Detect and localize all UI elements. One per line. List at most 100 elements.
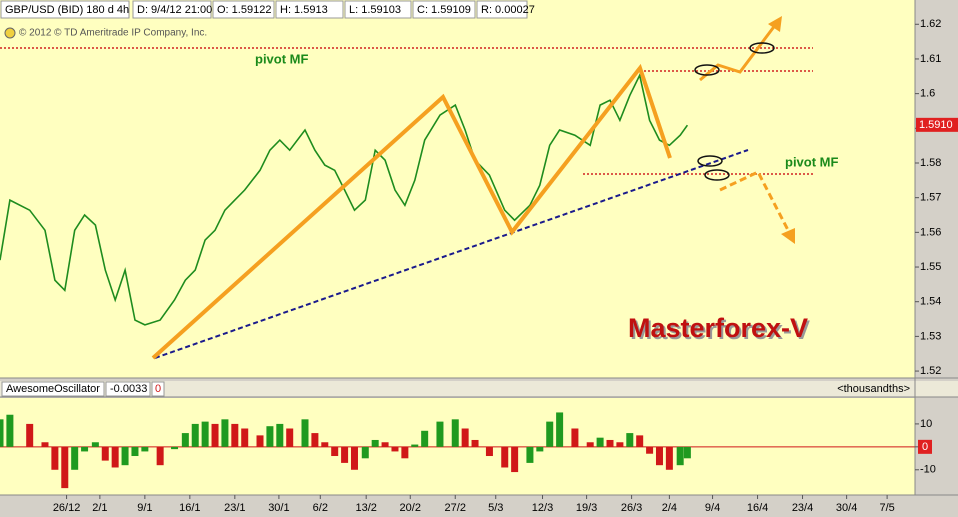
oscillator-bar (501, 446, 509, 468)
x-tick-label: 2/4 (662, 502, 677, 514)
y-tick-label: 1.54 (920, 296, 941, 308)
indicator-level: 0 (155, 383, 161, 395)
oscillator-bar (616, 442, 624, 447)
x-tick-label: 12/3 (532, 502, 553, 514)
y-tick-label: 0 (922, 441, 928, 453)
price-line (0, 72, 689, 326)
y-tick-label: -10 (920, 464, 936, 476)
ellipse (694, 64, 720, 76)
oscillator-bar (41, 442, 49, 447)
price-layer (0, 72, 689, 326)
oscillator-bar (546, 421, 554, 447)
oscillator-bar (101, 446, 109, 461)
oscillator-bar (341, 446, 349, 463)
x-tick-label: 16/1 (179, 502, 200, 514)
indicator-title: AwesomeOscillator (6, 383, 100, 395)
x-tick-label: 2/1 (92, 502, 107, 514)
oscillator-bar (401, 446, 409, 459)
y-tick-label: 1.58 (920, 157, 941, 169)
x-tick-label: 30/1 (268, 502, 289, 514)
oscillator-bar (0, 419, 4, 447)
indicator-readout: -0.0033 (110, 383, 147, 395)
oscillator-bar (350, 446, 358, 470)
oscillator-bar (655, 446, 663, 466)
oscillator-bar (121, 446, 129, 466)
oscillator-bar (646, 446, 654, 454)
wave-line (151, 63, 672, 360)
oscillator-bar (171, 446, 179, 450)
oscillator-bar (231, 423, 239, 447)
readout: R: 0.00027 (481, 4, 535, 16)
readout: O: 1.59122 (217, 4, 271, 16)
y-tick-label: 10 (920, 418, 932, 430)
x-tick-label: 26/3 (621, 502, 642, 514)
oscillator-bar (301, 419, 309, 447)
oscillator-bar (485, 446, 493, 457)
oscillator-bar (421, 430, 429, 447)
oscillator-bar (526, 446, 534, 463)
info-strip: GBP/USD (BID) 180 d 4h D: 9/4/12 21:00 O: … (0, 0, 535, 19)
oscillator-bar (683, 446, 691, 459)
oscillator-bar (606, 439, 614, 447)
x-tick-label: 9/1 (137, 502, 152, 514)
x-tick-label: 26/12 (53, 502, 81, 514)
oscillator-bar (181, 433, 189, 447)
x-tick-label: 23/1 (224, 502, 245, 514)
ellipse (697, 155, 723, 167)
oscillator-bar (81, 446, 89, 452)
forecast-up (699, 23, 778, 82)
y-tick-label: 1.55 (920, 261, 941, 273)
readout: D: 9/4/12 21:00 (137, 4, 212, 16)
oscillator-bar (266, 426, 274, 447)
readout-box (105, 381, 151, 397)
readout: H: 1.5913 (280, 4, 328, 16)
y-tick-label: 1.6 (920, 88, 935, 100)
annotation: pivot MF (255, 51, 308, 66)
readout-box (344, 0, 412, 19)
oscillator-bar (191, 423, 199, 447)
annotation: pivot MF (785, 154, 838, 169)
y-tick-label: 1.52 (920, 365, 941, 377)
x-tick-label: 16/4 (747, 502, 768, 514)
oscillator-bar (61, 446, 69, 489)
x-tick-label: 13/2 (355, 502, 376, 514)
x-tick-label: 23/4 (792, 502, 813, 514)
oscillator-bar (636, 435, 644, 447)
ellipse (704, 169, 730, 181)
x-tick-label: 27/2 (445, 502, 466, 514)
copyright: © 2012 © TD Ameritrade IP Company, Inc. (19, 28, 207, 39)
readout-box (412, 0, 476, 19)
logo-icon (4, 27, 16, 39)
oscillator-bar (71, 446, 79, 470)
x-tick-label: 19/3 (576, 502, 597, 514)
oscillator-bar (131, 446, 139, 457)
oscillator-bar (391, 446, 399, 452)
oscillator-bar (6, 414, 14, 447)
oscillator-bar (276, 423, 284, 447)
readout-box (476, 0, 528, 19)
ellipse (749, 42, 775, 54)
y-tick-label: 1.53 (920, 330, 941, 342)
readout-box (151, 381, 165, 397)
y-tick-label: 1.56 (920, 226, 941, 238)
oscillator-bar (626, 433, 634, 447)
oscillator-bar (141, 446, 149, 452)
oscillator-bar (381, 442, 389, 447)
units-label: <thousandths> (837, 383, 910, 395)
x-tick-label: 5/3 (488, 502, 503, 514)
oscillator-bar (221, 419, 229, 447)
x-tick-label: 30/4 (836, 502, 857, 514)
oscillator-bar (411, 444, 419, 447)
forecast-down (719, 170, 792, 235)
oscillator-bar (471, 439, 479, 447)
oscillator-bar (461, 428, 469, 447)
trend-line (154, 149, 749, 359)
oscillator-bar (286, 428, 294, 447)
readout: L: 1.59103 (349, 4, 401, 16)
price-panel (0, 0, 915, 378)
annotation: Masterforex-V (628, 313, 808, 343)
oscillator-bar (676, 446, 684, 466)
oscillator-bar (321, 442, 329, 447)
